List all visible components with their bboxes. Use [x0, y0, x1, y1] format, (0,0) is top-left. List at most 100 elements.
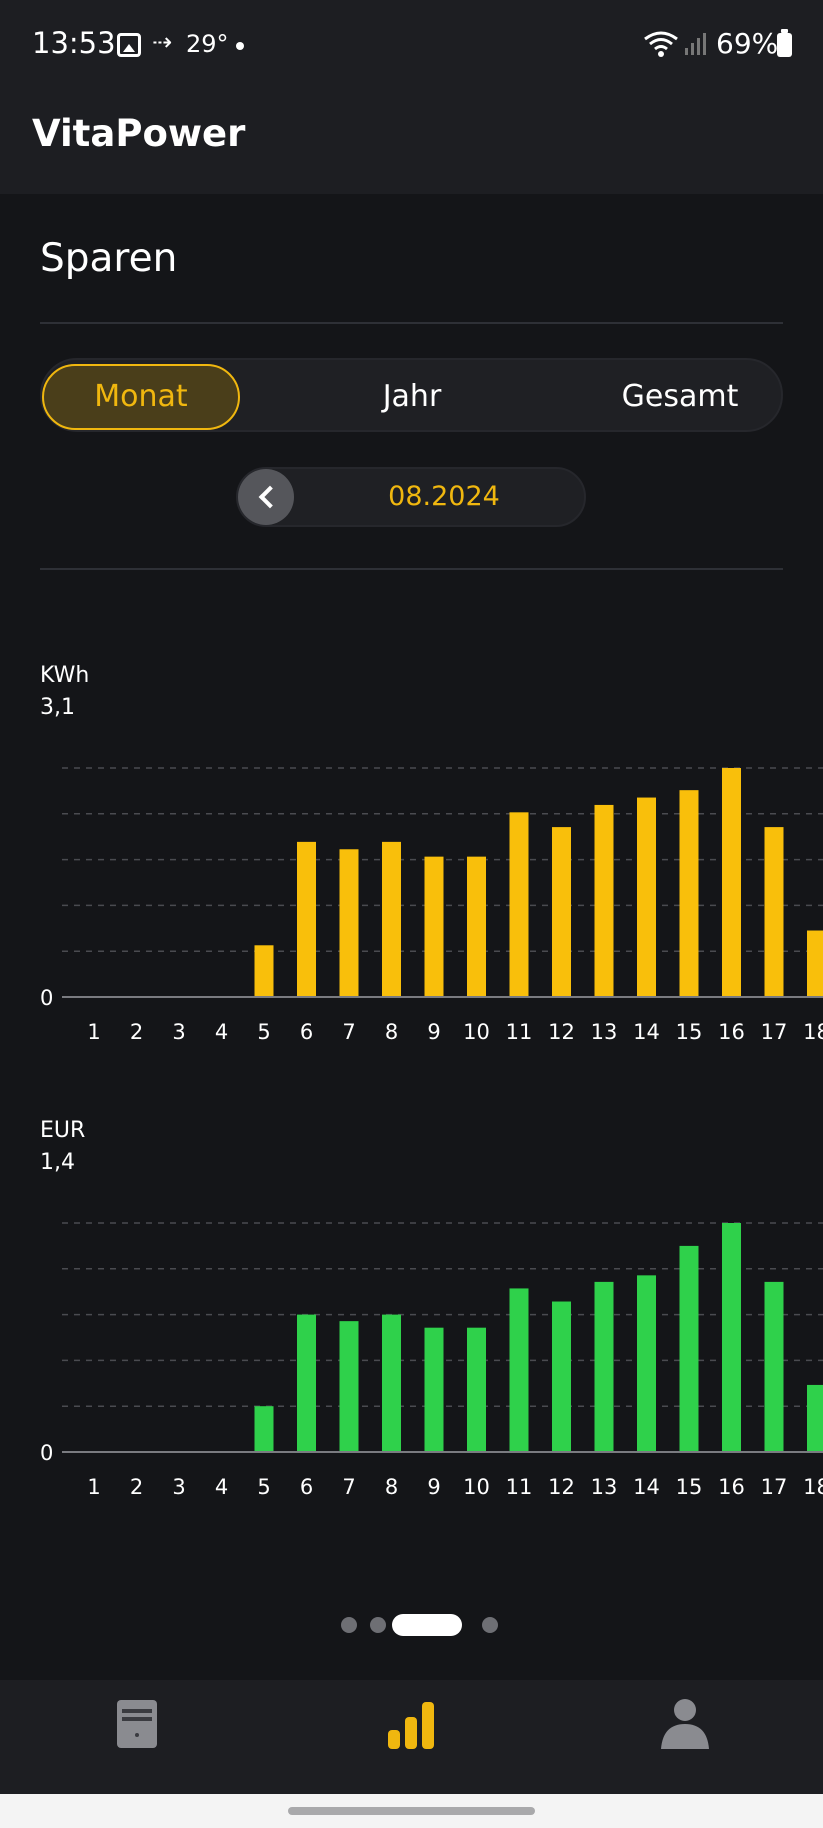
kwh-x-tick-label: 2: [130, 1020, 143, 1040]
kwh-x-tick-label: 4: [215, 1020, 228, 1040]
period-segmented-control: Monat Jahr Gesamt: [40, 358, 783, 432]
kwh-x-tick-label: 15: [676, 1020, 703, 1040]
kwh-x-tick-label: 10: [463, 1020, 490, 1040]
eur-x-tick-label: 11: [506, 1475, 533, 1495]
eur-y-max-label: 1,4: [40, 1150, 75, 1175]
nav-statistics[interactable]: [274, 1680, 548, 1794]
eur-chart-plot: 0123456789101112131415161718: [40, 1222, 823, 1495]
eur-x-tick-label: 3: [172, 1475, 185, 1495]
eur-unit-label: EUR: [40, 1118, 86, 1143]
home-gesture-bar[interactable]: [288, 1807, 535, 1815]
eur-bar-6: [297, 1314, 316, 1452]
eur-x-tick-label: 18: [803, 1475, 823, 1495]
eur-bar-14: [637, 1275, 656, 1452]
kwh-chart-plot: 0123456789101112131415161718: [40, 767, 823, 1040]
eur-bar-16: [722, 1223, 741, 1452]
eur-x-tick-label: 4: [215, 1475, 228, 1495]
eur-x-tick-label: 7: [342, 1475, 355, 1495]
divider: [40, 568, 783, 570]
eur-bar-9: [424, 1327, 444, 1452]
kwh-bar-13: [594, 804, 614, 997]
eur-x-tick-label: 2: [130, 1475, 143, 1495]
kwh-unit-label: KWh: [40, 663, 90, 688]
eur-bar-10: [467, 1327, 486, 1452]
eur-bar-7: [339, 1321, 359, 1452]
kwh-bar-9: [424, 856, 444, 997]
kwh-bar-10: [467, 856, 486, 997]
eur-bar-18: [807, 1384, 823, 1452]
kwh-bar-12: [552, 827, 571, 997]
page-dot[interactable]: [341, 1617, 357, 1633]
status-bar: 13:53 ⇢ 29° 69%: [0, 0, 823, 92]
kwh-y-max-label: 3,1: [40, 695, 75, 720]
kwh-bar-11: [509, 812, 529, 997]
eur-x-tick-label: 16: [718, 1475, 745, 1495]
tab-jahr[interactable]: Jahr: [382, 379, 442, 414]
kwh-x-tick-label: 1: [87, 1020, 100, 1040]
eur-x-tick-label: 17: [761, 1475, 788, 1495]
status-temperature: 29°: [186, 30, 229, 58]
eur-x-tick-label: 15: [676, 1475, 703, 1495]
nav-device[interactable]: [0, 1680, 274, 1794]
kwh-x-tick-label: 11: [506, 1020, 533, 1040]
profile-icon: [661, 1699, 709, 1749]
kwh-x-tick-label: 6: [300, 1020, 313, 1040]
kwh-bar-6: [297, 841, 316, 997]
kwh-x-tick-label: 14: [633, 1020, 660, 1040]
eur-x-tick-label: 12: [548, 1475, 575, 1495]
gesture-area: [0, 1794, 823, 1828]
wifi-icon: [644, 31, 678, 57]
kwh-x-tick-label: 8: [385, 1020, 398, 1040]
previous-month-button[interactable]: [238, 469, 294, 525]
kwh-bar-16: [722, 768, 741, 997]
eur-bar-17: [764, 1281, 784, 1452]
eur-bar-13: [594, 1281, 614, 1452]
eur-bar-12: [552, 1301, 571, 1452]
eur-x-tick-label: 6: [300, 1475, 313, 1495]
eur-y-min-label: 0: [40, 1441, 53, 1465]
signal-icon: [685, 33, 706, 55]
eur-x-tick-label: 8: [385, 1475, 398, 1495]
kwh-bar-18: [807, 930, 823, 997]
nav-profile[interactable]: [548, 1680, 822, 1794]
page-indicator: [0, 1614, 823, 1636]
data-transfer-icon: ⇢: [152, 28, 173, 56]
tab-gesamt[interactable]: Gesamt: [621, 379, 739, 414]
kwh-x-tick-label: 17: [761, 1020, 788, 1040]
eur-x-tick-label: 1: [87, 1475, 100, 1495]
date-selector: 08.2024: [236, 467, 586, 527]
kwh-bar-5: [254, 945, 274, 997]
battery-percent: 69%: [716, 27, 779, 60]
eur-bar-11: [509, 1288, 529, 1452]
eur-x-tick-label: 13: [591, 1475, 618, 1495]
selected-date: 08.2024: [388, 481, 500, 512]
divider: [40, 322, 783, 324]
eur-x-tick-label: 14: [633, 1475, 660, 1495]
section-title: Sparen: [40, 236, 178, 281]
kwh-x-tick-label: 13: [591, 1020, 618, 1040]
app-bar: VitaPower: [0, 92, 823, 194]
kwh-x-tick-label: 7: [342, 1020, 355, 1040]
tab-monat[interactable]: Monat: [42, 364, 240, 430]
bar-chart-icon: [388, 1702, 434, 1749]
gallery-icon: [117, 33, 141, 57]
page-dot-active[interactable]: [392, 1614, 462, 1636]
device-icon: [117, 1700, 157, 1748]
kwh-x-tick-label: 18: [803, 1020, 823, 1040]
kwh-x-tick-label: 16: [718, 1020, 745, 1040]
eur-bar-5: [254, 1406, 274, 1452]
kwh-x-tick-label: 12: [548, 1020, 575, 1040]
app-title: VitaPower: [32, 112, 246, 155]
page-dot[interactable]: [370, 1617, 386, 1633]
kwh-bar-7: [339, 849, 359, 997]
kwh-bar-15: [679, 790, 699, 997]
eur-x-tick-label: 10: [463, 1475, 490, 1495]
kwh-x-tick-label: 3: [172, 1020, 185, 1040]
kwh-bar-8: [382, 841, 401, 997]
status-time: 13:53: [32, 26, 116, 60]
page-dot[interactable]: [482, 1617, 498, 1633]
kwh-bar-17: [764, 827, 784, 997]
eur-x-tick-label: 9: [427, 1475, 440, 1495]
kwh-y-min-label: 0: [40, 986, 53, 1010]
